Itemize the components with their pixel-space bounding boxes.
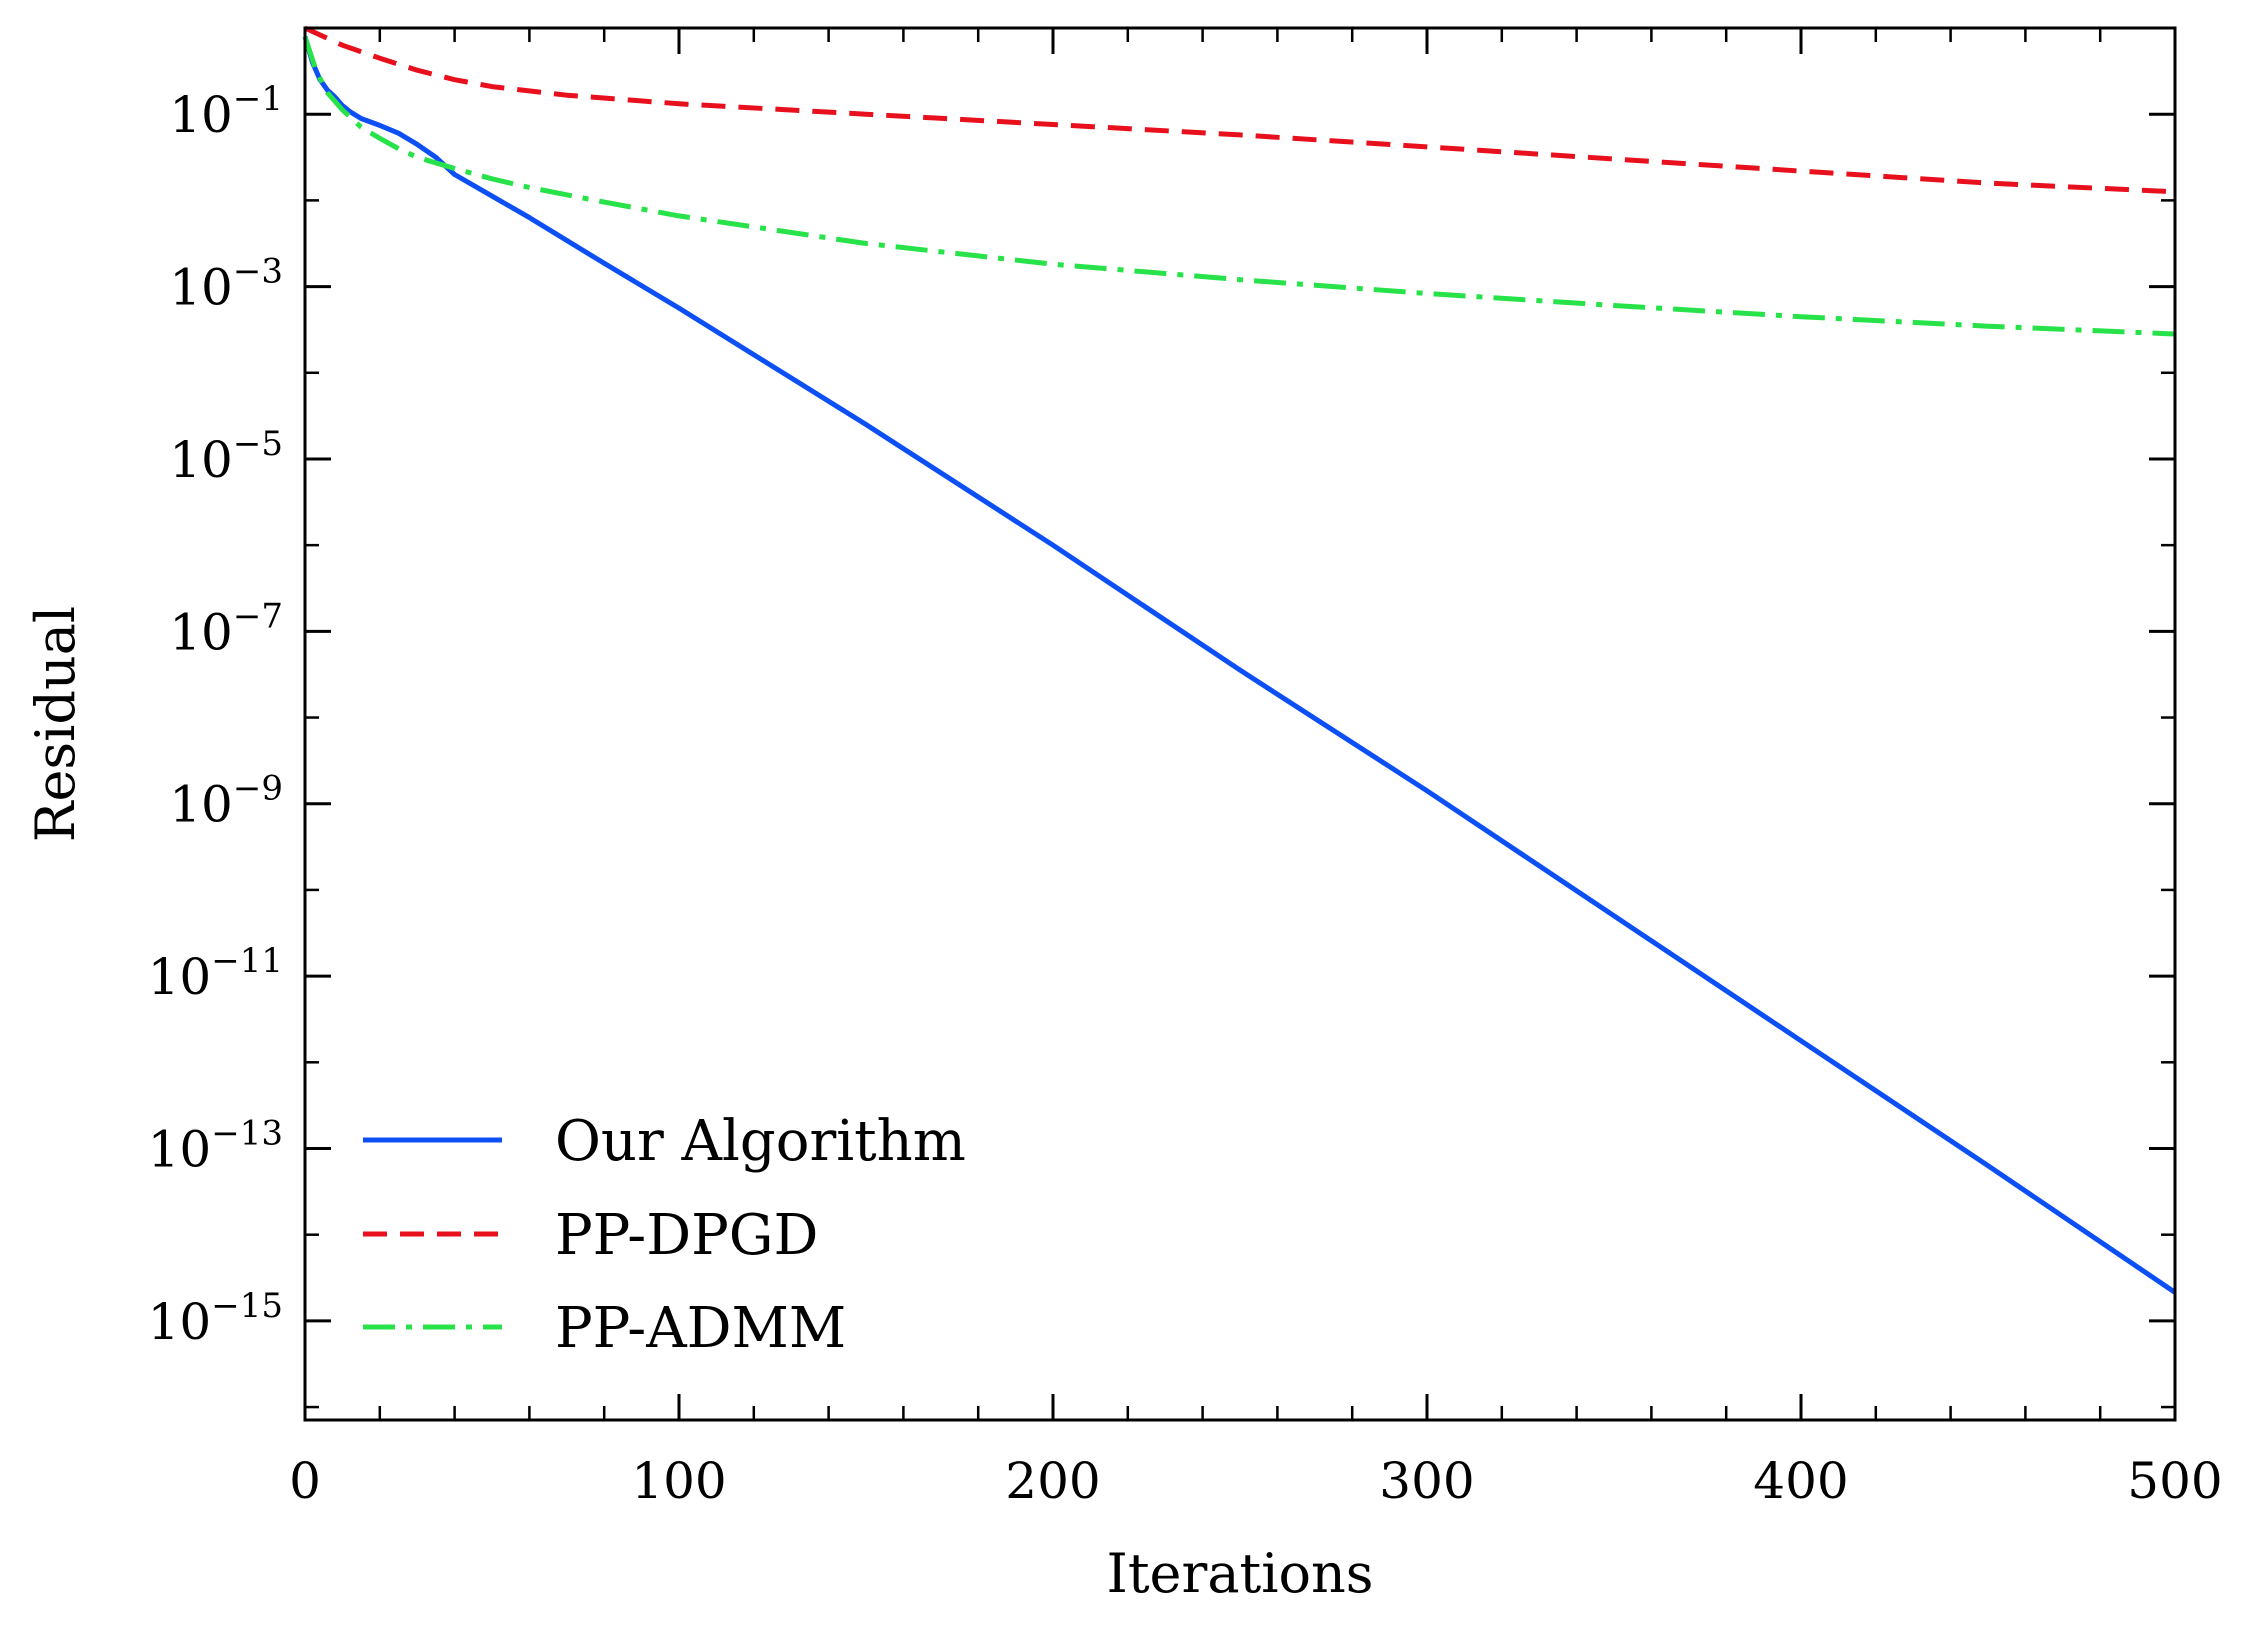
- x-tick-label: 300: [1379, 1452, 1474, 1510]
- y-tick-exponent: −7: [233, 596, 283, 636]
- y-tick-base: 10: [169, 86, 233, 144]
- x-tick-label: 0: [289, 1452, 321, 1510]
- y-tick-exponent: −15: [211, 1286, 283, 1326]
- series-line-pp-dpgd: [303, 25, 2176, 195]
- y-tick-base: 10: [148, 1120, 212, 1178]
- x-axis-label: Iterations: [1107, 1542, 1374, 1605]
- y-tick-label: 10−13: [148, 1113, 283, 1178]
- x-tick-label: 400: [1753, 1452, 1848, 1510]
- plot-frame: [303, 26, 2177, 1422]
- y-tick-exponent: −5: [233, 424, 283, 464]
- legend-label: PP-DPGD: [555, 1203, 818, 1268]
- y-tick-base: 10: [169, 776, 233, 834]
- y-tick-exponent: −1: [233, 79, 283, 119]
- y-tick-label: 10−5: [169, 424, 283, 489]
- y-tick-base: 10: [148, 948, 212, 1006]
- y-tick-base: 10: [148, 1293, 212, 1351]
- legend-label: Our Algorithm: [555, 1109, 966, 1174]
- y-tick-base: 10: [169, 603, 233, 661]
- legend: Our Algorithm PP-DPGD PP-ADMM: [363, 1109, 966, 1361]
- y-tick-label: 10−1: [169, 79, 283, 144]
- x-tick-label: 200: [1005, 1452, 1100, 1510]
- y-tick-label: 10−15: [148, 1286, 283, 1351]
- x-tick-label: 100: [631, 1452, 726, 1510]
- y-tick-label: 10−3: [169, 252, 283, 317]
- y-axis-label: Residual: [24, 606, 87, 842]
- y-tick-base: 10: [169, 431, 233, 489]
- y-tick-exponent: −11: [211, 941, 283, 981]
- y-tick-base: 10: [169, 259, 233, 317]
- y-tick-exponent: −3: [233, 252, 283, 292]
- y-tick-label: 10−7: [169, 596, 283, 661]
- series-line-pp-admm: [302, 35, 2176, 337]
- y-tick-label: 10−11: [148, 941, 283, 1006]
- plot-series: [302, 25, 2177, 1295]
- series-line-our-algorithm: [302, 35, 2177, 1295]
- legend-label: PP-ADMM: [555, 1296, 846, 1361]
- y-tick-exponent: −13: [211, 1113, 283, 1153]
- x-tick-labels: 0 100 200 300 400 500: [289, 1452, 2223, 1510]
- y-tick-label: 10−9: [169, 769, 283, 834]
- x-tick-label: 500: [2127, 1452, 2222, 1510]
- y-tick-exponent: −9: [233, 769, 283, 809]
